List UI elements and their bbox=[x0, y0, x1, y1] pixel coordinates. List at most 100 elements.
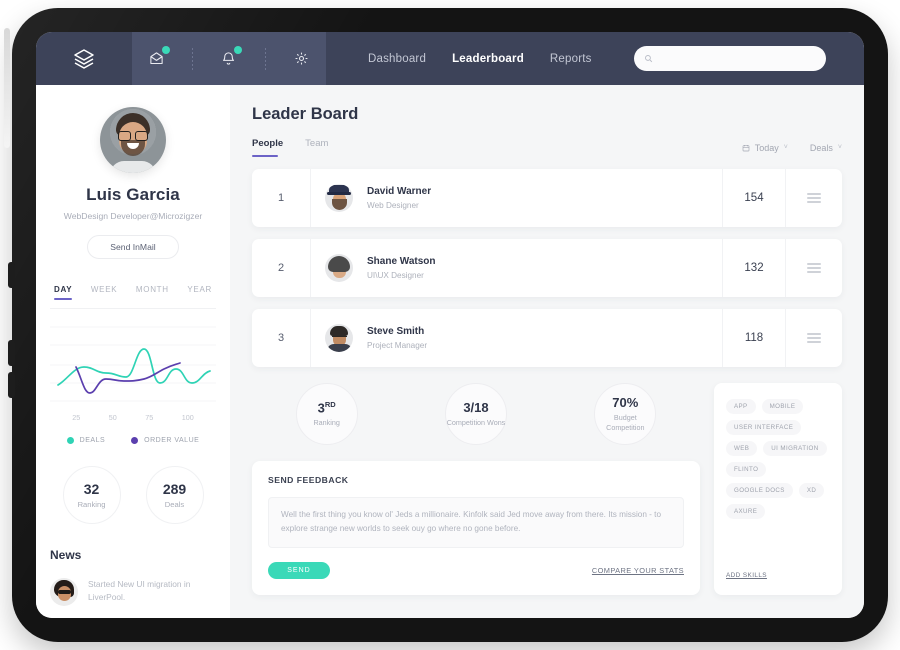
period-tab-day[interactable]: DAY bbox=[54, 285, 73, 300]
top-navigation-bar: Dashboard Leaderboard Reports bbox=[36, 32, 864, 85]
profile-role: WebDesign Developer@Microzigzer bbox=[63, 211, 203, 221]
row-role: UI\UX Designer bbox=[367, 271, 424, 280]
mail-icon[interactable] bbox=[143, 45, 171, 73]
gear-icon[interactable] bbox=[287, 45, 315, 73]
search-icon bbox=[644, 55, 652, 63]
row-role: Project Manager bbox=[367, 341, 428, 350]
dw-hat-brim bbox=[327, 192, 351, 195]
nav-icon-group bbox=[132, 32, 326, 85]
skill-tag-mobile[interactable]: MOBILE bbox=[761, 399, 804, 414]
stat-value-ranking: 32 bbox=[83, 481, 100, 497]
row-person: Shane Watson UI\UX Designer bbox=[367, 256, 436, 280]
tablet-side-button-volume-up[interactable] bbox=[8, 340, 15, 366]
legend-label-deals: DEALS bbox=[79, 437, 106, 444]
stat-budget-competition: 70% Budget Competition bbox=[594, 383, 657, 445]
sw-hair bbox=[328, 256, 350, 272]
nav-divider-2 bbox=[264, 47, 266, 70]
mail-badge bbox=[161, 45, 170, 54]
mail-glyph bbox=[150, 52, 163, 65]
stat-ranking-value: 3RD bbox=[317, 399, 336, 415]
nav-link-reports[interactable]: Reports bbox=[549, 52, 592, 65]
sidebar-divider bbox=[50, 308, 216, 309]
chart-svg bbox=[50, 326, 216, 402]
row-person: David Warner Web Designer bbox=[367, 186, 431, 210]
row-divider-menu bbox=[785, 169, 786, 227]
stat-label-deals: Deals bbox=[164, 500, 185, 509]
chart-line-order-value bbox=[75, 362, 181, 394]
add-skills-link[interactable]: ADD SKILLS bbox=[726, 571, 767, 579]
row-menu-button[interactable] bbox=[786, 260, 842, 275]
page-title: Leader Board bbox=[252, 105, 359, 123]
nav-links: Dashboard Leaderboard Reports bbox=[368, 53, 592, 65]
layers-stack-icon bbox=[74, 48, 94, 69]
row-rank: 2 bbox=[277, 262, 285, 274]
table-row[interactable]: 2 Shane Watson UI\UX Designer 132 bbox=[252, 239, 842, 297]
skill-tag-flinto[interactable]: FLINTO bbox=[726, 462, 767, 477]
compare-stats-link[interactable]: COMPARE YOUR STATS bbox=[591, 565, 684, 575]
stat-competition-value: 3/18 bbox=[463, 399, 489, 415]
filter-deals-label: Deals bbox=[809, 142, 833, 153]
skill-tags: APP MOBILE USER INTERFACE WEB UI MIGRATI… bbox=[726, 399, 830, 519]
stat-label-ranking: Ranking bbox=[77, 500, 106, 509]
table-row[interactable]: 3 Steve Smith Project Manager bbox=[252, 309, 842, 367]
period-tab-month[interactable]: MONTH bbox=[135, 285, 169, 294]
app-logo[interactable] bbox=[36, 47, 132, 71]
tab-people[interactable]: People bbox=[252, 138, 283, 157]
ss-shoulders bbox=[327, 344, 352, 352]
feedback-footer: SEND COMPARE YOUR STATS bbox=[268, 561, 684, 579]
tab-team[interactable]: Team bbox=[305, 138, 329, 149]
table-row[interactable]: 1 David Warner Web Designer bbox=[252, 169, 842, 227]
stat-budget-label: Budget Competition bbox=[606, 412, 645, 432]
skill-tag-app[interactable]: APP bbox=[726, 399, 756, 414]
row-divider bbox=[310, 309, 311, 367]
chevron-down-icon-2: ˅ bbox=[837, 144, 842, 151]
period-tab-year[interactable]: YEAR bbox=[187, 285, 212, 294]
stat-ranking-label: Ranking bbox=[313, 417, 340, 427]
row-divider-right bbox=[722, 169, 723, 227]
filter-today[interactable]: Today ˅ bbox=[742, 143, 788, 153]
leaderboard-toolbar: People Team Today ˅ Deals bbox=[252, 138, 842, 157]
send-button[interactable]: SEND bbox=[268, 561, 330, 579]
calendar-icon bbox=[742, 144, 750, 151]
nav-divider bbox=[192, 47, 194, 70]
skill-tag-user-interface[interactable]: USER INTERFACE bbox=[726, 420, 802, 435]
row-divider-right bbox=[722, 239, 723, 297]
stat-value-deals: 289 bbox=[162, 481, 187, 497]
filter-today-label: Today bbox=[754, 142, 779, 153]
skill-tag-google-docs[interactable]: GOOGLE DOCS bbox=[726, 483, 793, 498]
skill-tag-axure[interactable]: AXURE bbox=[726, 504, 766, 519]
feedback-textarea[interactable]: Well the first thing you know ol' Jeds a… bbox=[268, 497, 684, 548]
stat-circle-deals: 289 Deals bbox=[145, 466, 204, 524]
main-panel: Leader Board People Team Today ˅ bbox=[230, 85, 864, 618]
lower-section: 3RD Ranking 3/18 Competition Wons 70% Bu… bbox=[252, 383, 842, 595]
x-tick-3: 100 bbox=[181, 413, 194, 422]
row-menu-button[interactable] bbox=[786, 190, 842, 205]
summary-stats: 3RD Ranking 3/18 Competition Wons 70% Bu… bbox=[252, 383, 700, 445]
send-inmail-button[interactable]: Send InMail bbox=[87, 235, 179, 259]
legend-swatch-order-value bbox=[131, 437, 139, 444]
row-menu-button[interactable] bbox=[786, 330, 842, 345]
leaderboard-tabs: People Team bbox=[252, 138, 328, 157]
skill-tag-ui-migration[interactable]: UI MIGRATION bbox=[763, 441, 827, 456]
tablet-side-button-power[interactable] bbox=[8, 262, 15, 288]
legend-item-order-value: ORDER VALUE bbox=[131, 437, 199, 444]
chart-line-deals bbox=[57, 348, 211, 386]
row-score: 132 bbox=[744, 262, 764, 274]
performance-chart bbox=[50, 323, 216, 405]
x-tick-2: 75 bbox=[145, 413, 154, 422]
dw-hat bbox=[329, 185, 349, 194]
nav-link-dashboard[interactable]: Dashboard bbox=[368, 52, 427, 65]
period-tab-week[interactable]: WEEK bbox=[90, 285, 118, 294]
search-input[interactable] bbox=[633, 46, 826, 71]
skill-tag-xd[interactable]: XD bbox=[798, 483, 825, 498]
news-avatar-sunglasses bbox=[58, 590, 71, 594]
filter-deals[interactable]: Deals ˅ bbox=[810, 143, 842, 153]
news-text: Started New UI migration in LiverPool. bbox=[88, 579, 191, 603]
nav-link-leaderboard[interactable]: Leaderboard bbox=[452, 52, 524, 65]
sidebar-stat-circles: 32 Ranking 289 Deals bbox=[50, 466, 216, 524]
skill-tag-web[interactable]: WEB bbox=[726, 441, 758, 456]
tablet-side-button-volume-down[interactable] bbox=[8, 372, 15, 398]
list-item[interactable]: Started New UI migration in LiverPool. bbox=[50, 578, 216, 606]
avatar bbox=[100, 107, 166, 173]
bell-icon[interactable] bbox=[215, 45, 243, 73]
